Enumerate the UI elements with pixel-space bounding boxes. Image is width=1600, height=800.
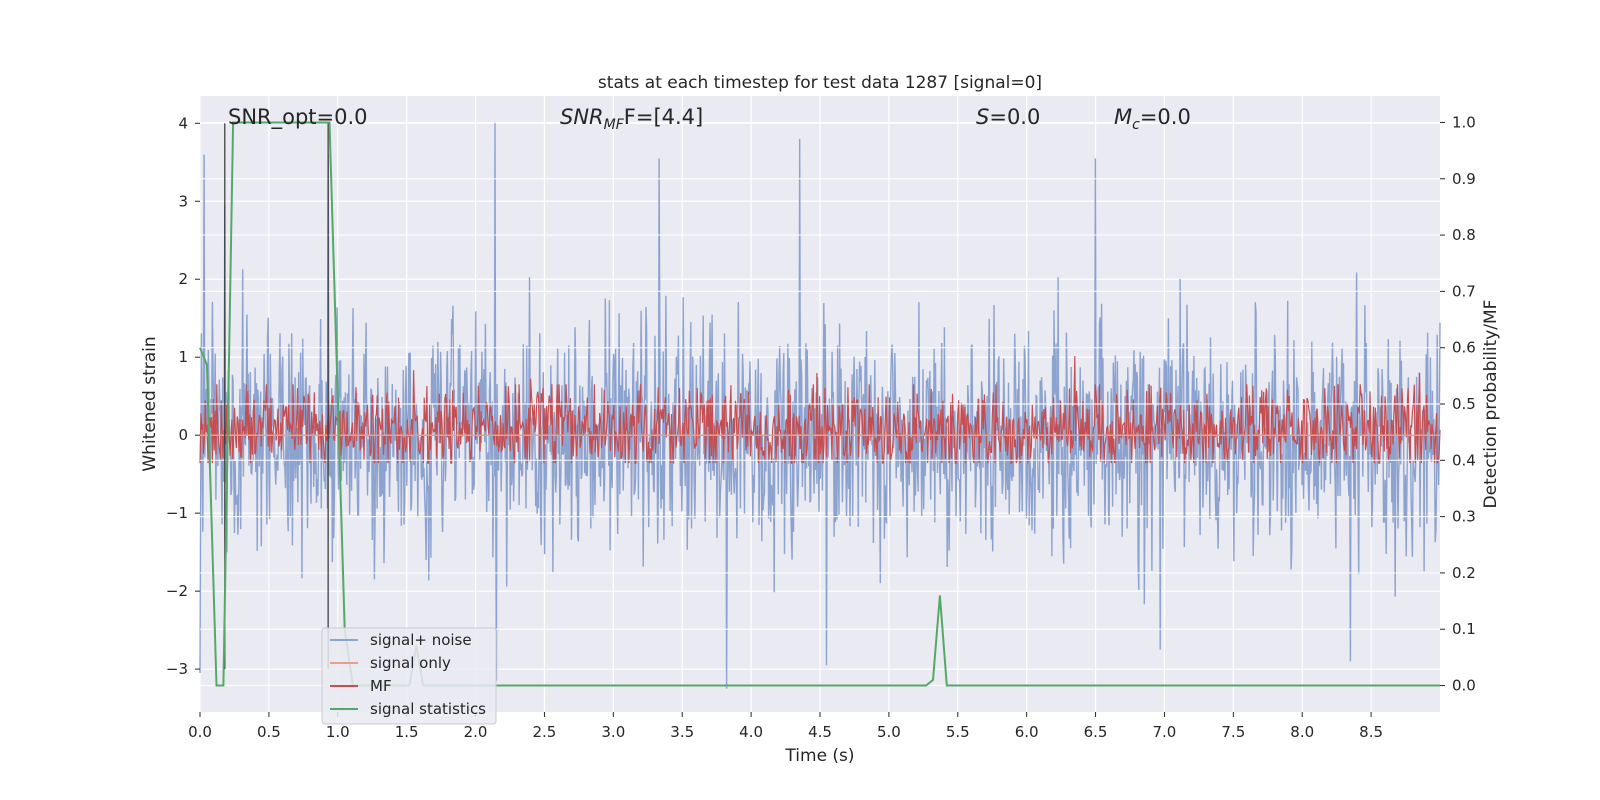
y-left-tick-label: −2 <box>166 582 188 600</box>
x-tick-label: 3.5 <box>670 723 694 741</box>
x-axis-ticks: 0.0 0.5 1.0 1.5 2.0 2.5 3.0 3.5 4.0 4.5 5.0 5.5 6.0 6… <box>188 712 1383 741</box>
annotation-snr-mf-sub: MF <box>604 117 625 133</box>
x-tick-label: 0.0 <box>188 723 212 741</box>
legend-box <box>321 627 497 725</box>
y-left-tick-label: 2 <box>178 270 188 288</box>
annotation-s-rest: =0.0 <box>989 105 1040 129</box>
x-axis-label: Time (s) <box>784 746 854 766</box>
y-left-axis-ticks: 4 3 2 1 0 −1 −2 −3 <box>166 114 200 678</box>
chart-title: stats at each timestep for test data 128… <box>598 73 1042 93</box>
annotation-s-base: S <box>976 105 989 129</box>
x-tick-label: 7.5 <box>1221 723 1245 741</box>
y-left-tick-label: 1 <box>178 348 188 366</box>
x-tick-label: 5.5 <box>946 723 970 741</box>
y-right-axis-ticks: 1.0 0.9 0.8 0.7 0.6 0.5 0.4 0.3 0.2 0.1 0.0 <box>1440 113 1476 695</box>
x-tick-label: 2.0 <box>464 723 488 741</box>
legend-label-signal-statistics: signal statistics <box>370 700 486 718</box>
legend-label-signal-noise: signal+ noise <box>370 631 472 649</box>
series-mf <box>199 356 1441 465</box>
x-tick-label: 7.0 <box>1153 723 1177 741</box>
y-right-tick-label: 0.4 <box>1452 451 1476 469</box>
x-tick-label: 1.0 <box>326 723 350 741</box>
y-right-tick-label: 0.8 <box>1452 226 1476 244</box>
x-tick-label: 6.0 <box>1015 723 1039 741</box>
y-left-tick-label: 4 <box>178 114 188 132</box>
x-tick-label: 3.0 <box>601 723 625 741</box>
x-tick-label: 1.5 <box>395 723 419 741</box>
annotation-mc-sub: c <box>1132 117 1140 133</box>
annotation-snr-mf-rest: F=[4.4] <box>624 105 703 129</box>
annotation-mc-rest: =0.0 <box>1140 105 1191 129</box>
y-left-axis-label: Whitened strain <box>140 336 160 471</box>
annotation-snr-mf: SNRMFF=[4.4] <box>560 105 703 133</box>
y-right-axis-label: Detection probability/MF <box>1481 300 1501 509</box>
y-right-tick-label: 0.2 <box>1452 564 1476 582</box>
y-right-tick-label: 0.1 <box>1452 620 1476 638</box>
annotation-snr-opt: SNR_opt=0.0 <box>228 105 368 130</box>
y-left-tick-label: 0 <box>178 426 188 444</box>
y-right-tick-label: 1.0 <box>1452 113 1476 131</box>
x-tick-label: 4.5 <box>808 723 832 741</box>
annotation-s: S=0.0 <box>976 105 1040 129</box>
legend-label-mf: MF <box>370 677 392 695</box>
y-right-tick-label: 0.9 <box>1452 170 1476 188</box>
legend-label-signal-only: signal only <box>370 654 451 672</box>
legend: signal+ noise signal only MF signal stat… <box>321 627 497 725</box>
x-tick-label: 0.5 <box>257 723 281 741</box>
x-tick-label: 2.5 <box>533 723 557 741</box>
annotation-mc: Mc=0.0 <box>1114 105 1191 133</box>
x-tick-label: 8.0 <box>1290 723 1314 741</box>
y-right-tick-label: 0.5 <box>1452 395 1476 413</box>
y-right-tick-label: 0.0 <box>1452 677 1476 695</box>
mf-line <box>199 356 1441 465</box>
x-tick-label: 6.5 <box>1084 723 1108 741</box>
y-right-tick-label: 0.6 <box>1452 339 1476 357</box>
y-left-tick-label: −1 <box>166 504 188 522</box>
y-right-tick-label: 0.3 <box>1452 508 1476 526</box>
annotation-snr-mf-base: SNR <box>560 105 604 129</box>
annotation-mc-base: M <box>1114 105 1132 129</box>
x-tick-label: 8.5 <box>1359 723 1383 741</box>
y-left-tick-label: 3 <box>178 192 188 210</box>
y-right-tick-label: 0.7 <box>1452 282 1476 300</box>
x-tick-label: 4.0 <box>739 723 763 741</box>
x-tick-label: 5.0 <box>877 723 901 741</box>
y-left-tick-label: −3 <box>166 660 188 678</box>
